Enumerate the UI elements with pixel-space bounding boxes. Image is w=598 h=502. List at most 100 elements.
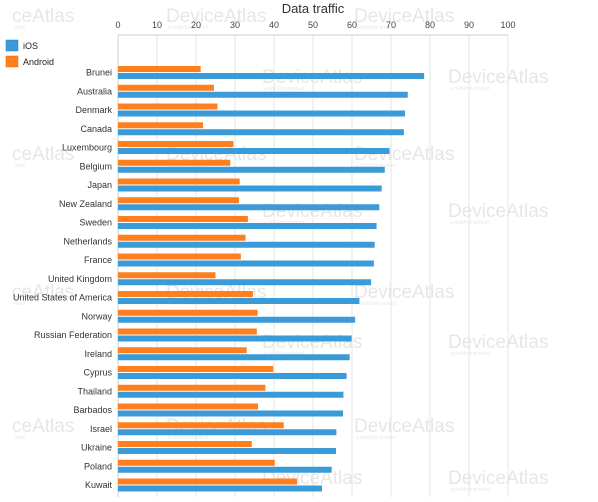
x-tick-label: 40	[269, 20, 279, 30]
bar-ios[interactable]	[118, 373, 347, 379]
category-label: Denmark	[75, 105, 112, 115]
bar-ios[interactable]	[118, 148, 390, 154]
bar-ios[interactable]	[118, 335, 352, 342]
bar-android[interactable]	[118, 366, 274, 372]
bar-android[interactable]	[118, 291, 253, 297]
category-label: France	[84, 255, 112, 265]
bar-ios[interactable]	[118, 204, 380, 211]
bar-android[interactable]	[118, 309, 258, 316]
bar-android[interactable]	[118, 178, 240, 185]
bar-ios[interactable]	[118, 316, 356, 323]
watermark-tagline: mobi	[14, 25, 25, 31]
x-tick-label: 100	[500, 20, 515, 30]
watermark-tagline: a dotMobi product	[450, 351, 491, 357]
chart-title: Data traffic	[282, 1, 345, 16]
watermark-text: DeviceAtlas	[354, 416, 454, 437]
bar-android[interactable]	[118, 159, 231, 166]
watermark-text: DeviceAtlas	[354, 282, 454, 303]
watermark-text: DeviceAtlas	[262, 332, 362, 353]
x-tick-label: 0	[115, 20, 120, 30]
bar-ios[interactable]	[118, 73, 425, 79]
bar-ios[interactable]	[118, 223, 377, 229]
watermark-tagline: a dotMobi product	[356, 435, 397, 441]
category-label: Norway	[81, 311, 112, 321]
watermark-text: DeviceAtlas	[262, 201, 362, 222]
bar-android[interactable]	[118, 234, 246, 241]
category-label: Ireland	[84, 349, 112, 359]
bar-android[interactable]	[118, 328, 257, 335]
category-label: Australia	[77, 86, 112, 96]
bar-ios[interactable]	[118, 260, 374, 267]
category-label: Kuwait	[85, 480, 113, 490]
bar-android[interactable]	[118, 478, 298, 485]
bar-ios[interactable]	[118, 298, 360, 304]
watermark-text: ceAtlas	[12, 416, 74, 437]
bar-android[interactable]	[118, 197, 239, 204]
bar-android[interactable]	[118, 103, 218, 110]
watermark-tagline: a dotMobi product	[356, 163, 397, 169]
category-label: United States of America	[13, 293, 112, 303]
bar-android[interactable]	[118, 253, 241, 260]
x-tick-label: 80	[425, 20, 435, 30]
bar-android[interactable]	[118, 441, 252, 447]
category-label: Thailand	[77, 386, 112, 396]
x-axis-ticks: 0 10 20 30 40 50 60 70 80 90 100	[115, 20, 516, 36]
watermark-tagline: a dotMobi product	[168, 25, 209, 31]
bar-android[interactable]	[118, 272, 216, 279]
legend[interactable]: iOS Android	[5, 39, 54, 68]
watermark-text: DeviceAtlas	[354, 144, 454, 165]
bar-ios[interactable]	[118, 91, 408, 98]
watermark-tagline: a dotMobi product	[264, 86, 305, 92]
bar-ios[interactable]	[118, 241, 375, 248]
bar-android[interactable]	[118, 84, 214, 91]
watermark-text: DeviceAtlas	[448, 332, 548, 353]
bar-ios[interactable]	[118, 410, 344, 417]
legend-label-ios: iOS	[23, 41, 38, 51]
bar-android[interactable]	[118, 66, 201, 72]
category-label: Brunei	[86, 68, 112, 78]
category-label: Cyprus	[83, 368, 112, 378]
category-labels: Brunei Australia Denmark Canada Luxembourg Be…	[13, 68, 113, 491]
bar-ios[interactable]	[118, 485, 322, 492]
category-label: United Kingdom	[48, 274, 112, 284]
bar-ios[interactable]	[118, 429, 337, 436]
bar-ios[interactable]	[118, 129, 404, 136]
legend-label-android: Android	[23, 57, 54, 67]
bar-android[interactable]	[118, 384, 266, 391]
watermark-tagline: a dotMobi product	[356, 25, 397, 31]
x-tick-label: 60	[347, 20, 357, 30]
bar-ios[interactable]	[118, 391, 344, 398]
bar-android[interactable]	[118, 422, 284, 429]
bar-ios[interactable]	[118, 166, 385, 173]
watermark-tagline: a dotMobi product	[450, 487, 491, 493]
category-label: Ukraine	[81, 443, 112, 453]
category-label: Poland	[84, 461, 112, 471]
watermark-text: DeviceAtlas	[166, 6, 266, 27]
bar-ios[interactable]	[118, 466, 332, 473]
bar-android[interactable]	[118, 122, 204, 129]
bar-ios[interactable]	[118, 448, 337, 454]
bar-ios[interactable]	[118, 279, 372, 286]
watermark-tagline: a dotMobi product	[168, 435, 209, 441]
category-label: Russian Federation	[34, 330, 112, 340]
bar-android[interactable]	[118, 141, 234, 147]
bar-android[interactable]	[118, 216, 248, 222]
x-tick-label: 90	[464, 20, 474, 30]
bars	[118, 66, 425, 492]
bar-ios[interactable]	[118, 185, 382, 192]
watermark-tagline: mobi	[14, 163, 25, 169]
bar-android[interactable]	[118, 459, 275, 466]
watermark-tagline: mobi	[14, 435, 25, 441]
bar-android[interactable]	[118, 347, 247, 354]
bar-ios[interactable]	[118, 354, 350, 361]
watermark-tagline: a dotMobi product	[168, 163, 209, 169]
watermark-tagline: a dotMobi product	[264, 351, 305, 357]
category-label: Israel	[90, 424, 112, 434]
bar-ios[interactable]	[118, 110, 406, 117]
category-label: Netherlands	[63, 236, 112, 246]
category-label: Sweden	[79, 218, 112, 228]
watermark-text: DeviceAtlas	[448, 201, 548, 222]
watermark-tagline: a dotMobi product	[450, 86, 491, 92]
bar-android[interactable]	[118, 403, 259, 410]
watermark-text: ceAtlas	[12, 144, 74, 165]
